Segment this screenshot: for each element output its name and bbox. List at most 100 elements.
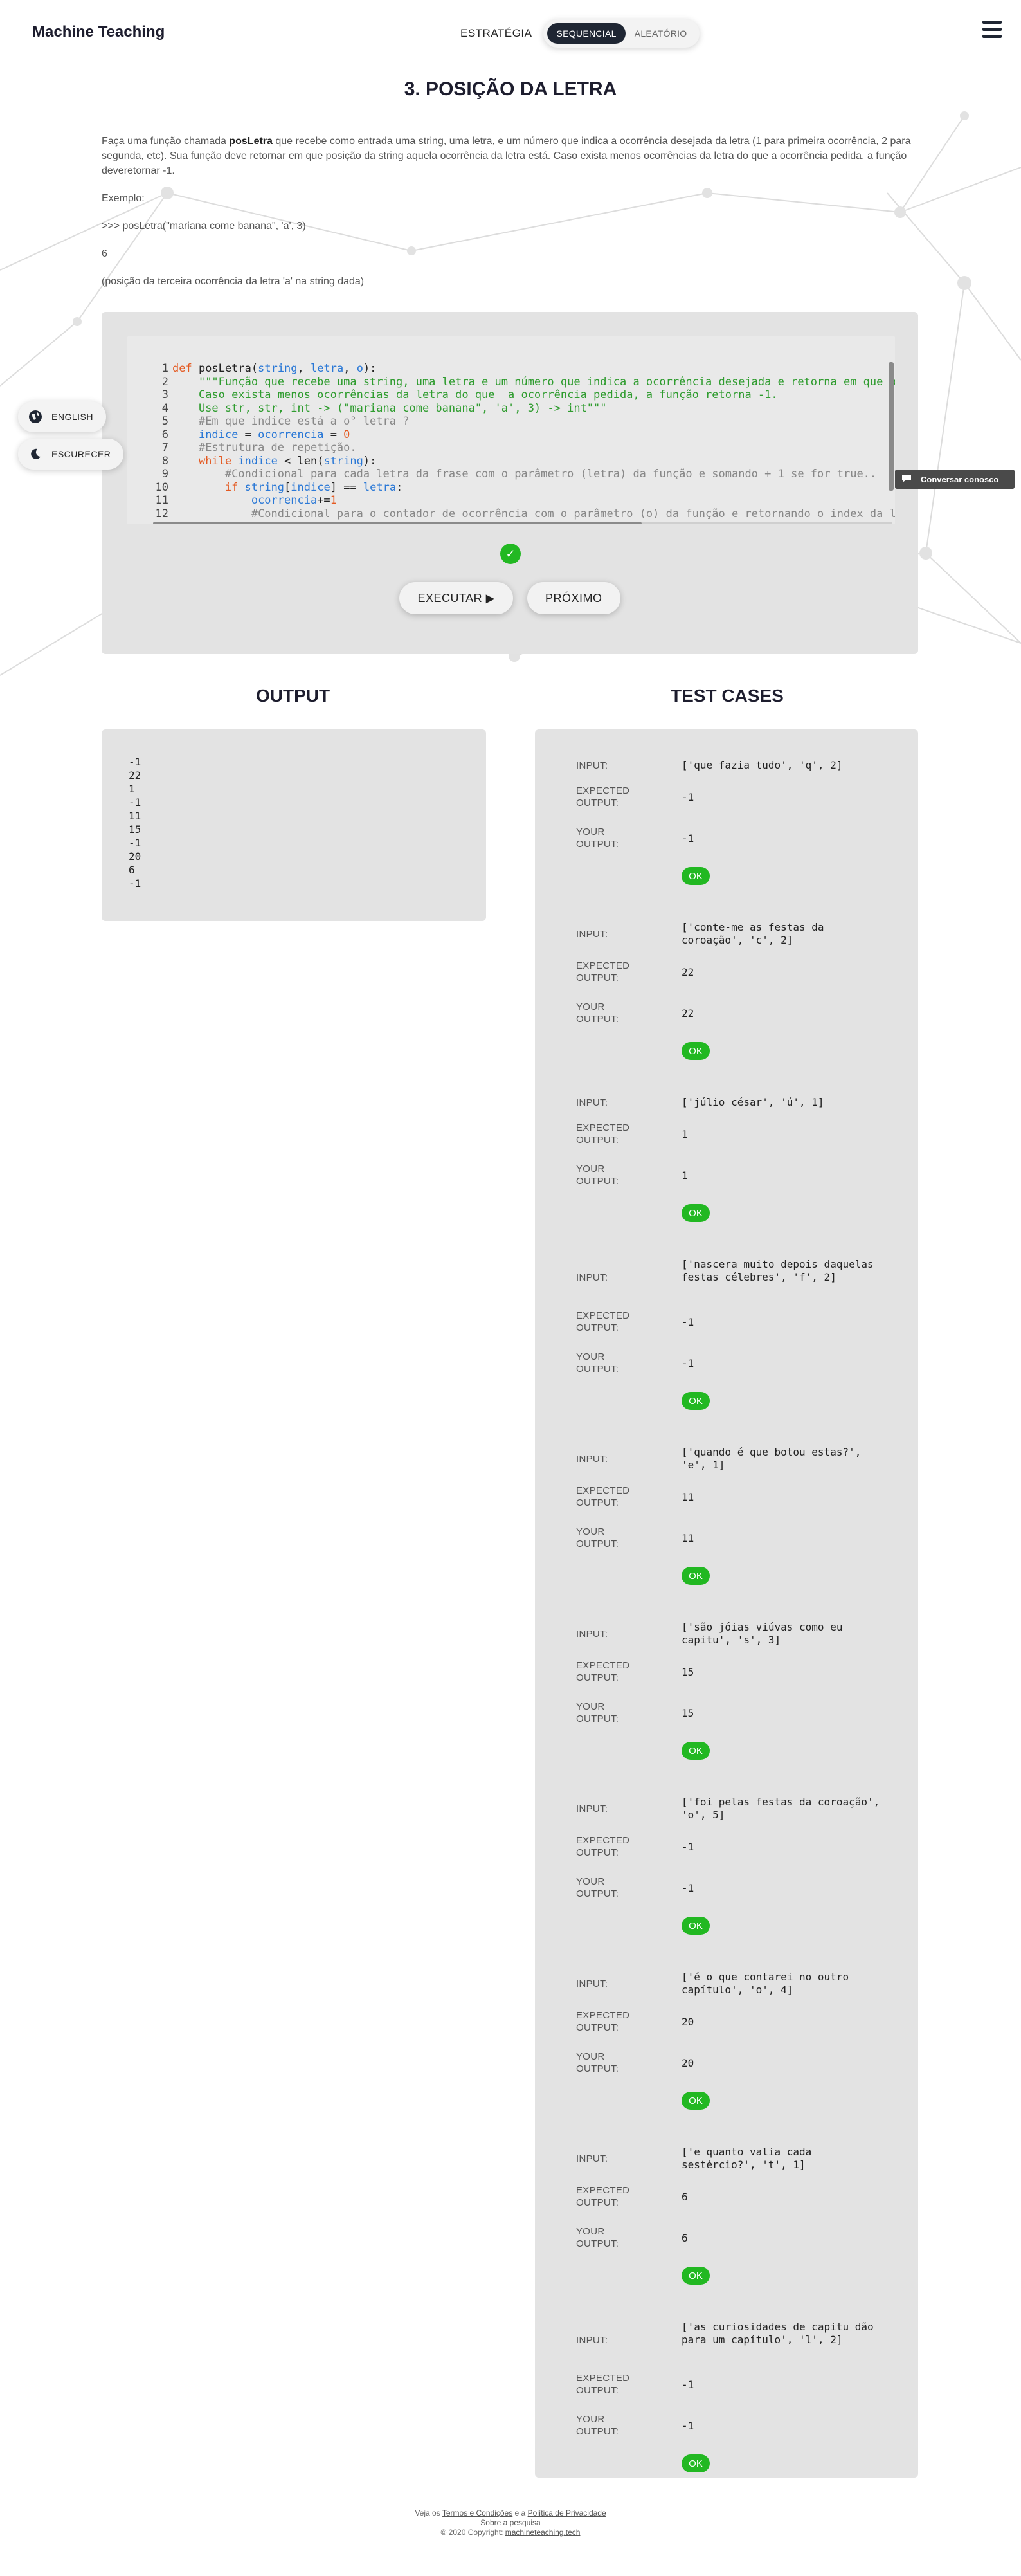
expected-output-label: EXPECTED OUTPUT: [576,1485,630,1508]
next-button[interactable]: PRÓXIMO [527,582,620,614]
expected-output-label: EXPECTED OUTPUT: [576,2010,630,2033]
function-name: posLetra [229,136,273,147]
input-label: INPUT: [576,1097,608,1108]
example-result: 6 [102,248,107,259]
example-label: Exemplo: [102,193,145,204]
expected-output: 15 [682,1666,694,1678]
code-content[interactable]: 1 def posLetra(string, letra, o): 2 """Fu… [155,362,895,524]
expected-output-label: EXPECTED OUTPUT: [576,1310,630,1333]
your-output: 15 [682,1707,694,1719]
ok-badge: OK [682,1392,710,1410]
expected-output: 1 [682,1128,688,1140]
expected-output-label: EXPECTED OUTPUT: [576,1660,630,1683]
your-output: 11 [682,1532,694,1544]
your-output: -1 [682,1882,694,1894]
problem-statement: Faça uma função chamada posLetra que rec… [102,136,911,176]
ok-badge: OK [682,1567,710,1585]
your-output-label: YOUR OUTPUT: [576,1526,619,1549]
test-input: ['júlio césar', 'ú', 1] [682,1096,824,1108]
expected-output-label: EXPECTED OUTPUT: [576,1122,630,1146]
language-label: ENGLISH [51,412,93,422]
globe-icon [27,408,44,425]
expected-output: -1 [682,791,694,803]
exercise-description: Faça uma função chamada posLetra que rec… [102,134,913,302]
language-button[interactable]: ENGLISH [18,401,106,432]
moon-icon [27,446,44,462]
brand-logo[interactable]: Machine Teaching [32,23,165,41]
test-input: ['é o que contarei no outro capítulo', '… [682,1971,855,1996]
expected-output: 6 [682,2191,688,2203]
terms-link[interactable]: Termos e Condições [442,2508,513,2517]
footer: Veja os Termos e Condições e a Política … [415,2508,606,2537]
copyright-link[interactable]: machineteaching.tech [505,2528,581,2537]
input-label: INPUT: [576,1978,608,1989]
expected-output-label: EXPECTED OUTPUT: [576,2185,630,2208]
your-output-label: YOUR OUTPUT: [576,1164,619,1187]
ok-badge: OK [682,1917,710,1935]
chat-label: Conversar conosco [921,474,999,484]
test-cases-title: TEST CASES [671,686,784,706]
strategy-option-random[interactable]: ALEATÓRIO [634,28,687,39]
test-input: ['as curiosidades de capitu dão para um … [682,2321,880,2346]
run-button[interactable]: EXECUTAR ▶ [399,582,513,614]
your-output: -1 [682,2420,694,2432]
top-navbar: Machine Teaching ESTRATÉGIA SEQUENCIAL A… [0,0,1021,64]
example-call: >>> posLetra("mariana come banana", 'a',… [102,221,306,232]
ok-badge: OK [682,1042,710,1060]
chat-button[interactable]: Conversar conosco [895,470,1015,489]
ok-badge: OK [682,1204,710,1222]
input-label: INPUT: [576,1628,608,1640]
editor-actions: EXECUTAR ▶ PRÓXIMO [102,582,918,614]
your-output-label: YOUR OUTPUT: [576,1876,619,1899]
expected-output: 22 [682,966,694,978]
test-input: ['que fazia tudo', 'q', 2] [682,759,843,771]
input-label: INPUT: [576,1453,608,1465]
research-link[interactable]: Sobre a pesquisa [480,2518,541,2527]
test-input: ['nascera muito depois daquelas festas c… [682,1258,880,1283]
expected-output: 20 [682,2016,694,2028]
expected-output: 11 [682,1491,694,1503]
your-output: 22 [682,1007,694,1019]
output-panel: -1 22 1 -1 11 15 -1 20 6 -1 [102,729,486,921]
your-output: 20 [682,2057,694,2069]
test-cases-panel: INPUT: ['que fazia tudo', 'q', 2] EXPECTED… [535,729,918,2478]
test-input: ['conte-me as festas da coroação', 'c', … [682,921,831,946]
input-label: INPUT: [576,2153,608,2164]
input-label: INPUT: [576,2334,608,2346]
ok-badge: OK [682,2454,710,2472]
ok-badge: OK [682,2267,710,2285]
your-output-label: YOUR OUTPUT: [576,827,619,850]
input-label: INPUT: [576,760,608,771]
expected-output: -1 [682,1841,694,1853]
expected-output: -1 [682,1316,694,1328]
your-output-label: YOUR OUTPUT: [576,1001,619,1025]
your-output-label: YOUR OUTPUT: [576,1351,619,1375]
input-label: INPUT: [576,1803,608,1814]
hamburger-menu-icon[interactable] [982,21,1002,41]
your-output-label: YOUR OUTPUT: [576,2226,619,2249]
code-editor[interactable]: 1 def posLetra(string, letra, o): 2 """Fu… [127,336,895,524]
exercise-title: 3. POSIÇÃO DA LETRA [404,78,617,100]
example-note: (posição da terceira ocorrência da letra… [102,276,365,287]
check-icon: ✓ [500,544,521,564]
editor-horizontal-scrollbar[interactable] [153,522,642,524]
privacy-link[interactable]: Política de Privacidade [527,2508,606,2517]
code-editor-card: 1 def posLetra(string, letra, o): 2 """Fu… [102,312,918,654]
input-label: INPUT: [576,1272,608,1283]
your-output: -1 [682,1357,694,1369]
ok-badge: OK [682,2092,710,2110]
strategy-toggle[interactable]: SEQUENCIAL ALEATÓRIO [543,19,700,48]
expected-output: -1 [682,2379,694,2391]
strategy-option-sequential[interactable]: SEQUENCIAL [547,23,626,44]
your-output: -1 [682,832,694,845]
expected-output-label: EXPECTED OUTPUT: [576,1835,630,1858]
your-output: 6 [682,2232,688,2244]
editor-vertical-scrollbar[interactable] [889,362,894,491]
your-output: 1 [682,1169,688,1182]
strategy-selector: ESTRATÉGIA SEQUENCIAL ALEATÓRIO [460,15,700,51]
your-output-label: YOUR OUTPUT: [576,1701,619,1724]
your-output-label: YOUR OUTPUT: [576,2414,619,2437]
output-text: -1 22 1 -1 11 15 -1 20 6 -1 [129,756,141,890]
your-output-label: YOUR OUTPUT: [576,2051,619,2074]
dark-mode-button[interactable]: ESCURECER [18,439,124,470]
